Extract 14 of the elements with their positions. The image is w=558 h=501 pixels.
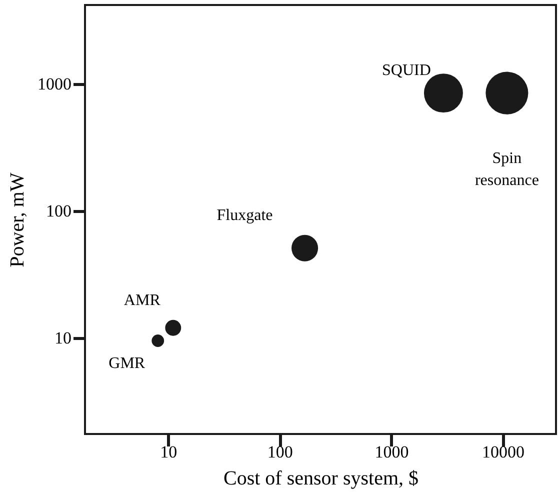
x-tick-label: 1000 bbox=[374, 442, 409, 462]
y-tick-label: 10 bbox=[54, 328, 72, 348]
y-tick-label: 1000 bbox=[38, 74, 72, 94]
x-tick-label: 100 bbox=[267, 442, 293, 462]
series-label: Fluxgate bbox=[216, 207, 273, 224]
series-label: GMR bbox=[108, 354, 146, 372]
text: Spin resonance bbox=[474, 150, 539, 190]
x-tick-label: 10000 bbox=[482, 442, 525, 462]
x-tick-label: 10 bbox=[160, 442, 178, 462]
x-axis-title: Cost of sensor system, $ bbox=[224, 468, 418, 490]
y-tick-label: 100 bbox=[46, 202, 72, 221]
series-label: AMR bbox=[124, 292, 161, 309]
y-axis-title: Power, mW bbox=[6, 172, 28, 268]
series-label: SQUID bbox=[382, 62, 431, 80]
